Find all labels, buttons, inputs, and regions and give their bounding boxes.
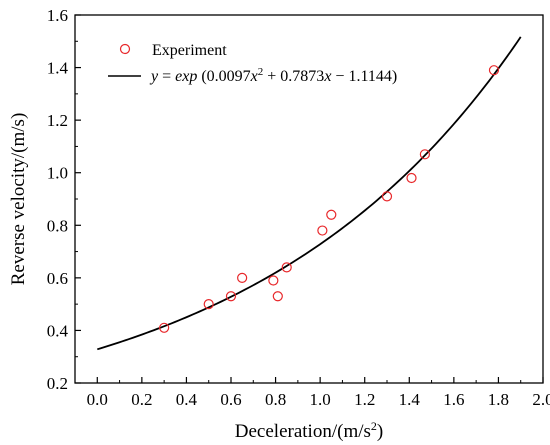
data-point xyxy=(203,299,214,310)
data-points-layer xyxy=(159,65,500,333)
y-axis-title: Reverse velocity/(m/s) xyxy=(8,113,29,286)
x-tick-label: 1.0 xyxy=(310,390,331,409)
legend: Experiment y = exp (0.0097x2 + 0.7873x −… xyxy=(108,42,397,85)
x-tick-label: 0.2 xyxy=(131,390,152,409)
axis-ticks: 0.0 0.2 0.4 0.6 0.8 1.0 1.2 1.4 1.6 1.8 2.0 0.2 0.4 0… xyxy=(47,6,550,409)
legend-experiment-marker xyxy=(119,43,131,55)
data-point xyxy=(419,149,430,160)
x-tick-label: 1.8 xyxy=(488,390,509,409)
legend-experiment-label: Experiment xyxy=(152,42,227,59)
data-point xyxy=(237,272,248,283)
x-axis-title: Deceleration/(m/s2) xyxy=(235,419,383,442)
x-tick-label: 1.6 xyxy=(443,390,464,409)
data-point xyxy=(406,172,417,184)
x-tick-label: 0.8 xyxy=(265,390,286,409)
y-tick-label: 0.2 xyxy=(47,374,68,393)
x-tick-label: 0.4 xyxy=(176,390,198,409)
data-point xyxy=(281,262,292,273)
y-tick-label: 0.4 xyxy=(47,321,69,340)
data-point xyxy=(317,225,328,236)
data-point xyxy=(326,209,337,220)
data-point xyxy=(268,275,279,286)
y-tick-label: 0.6 xyxy=(47,269,68,288)
x-tick-label: 0.0 xyxy=(87,390,108,409)
y-tick-label: 0.8 xyxy=(47,216,68,235)
data-point xyxy=(225,291,237,302)
x-tick-label: 1.4 xyxy=(399,390,421,409)
x-tick-label: 0.6 xyxy=(220,390,241,409)
data-point xyxy=(488,65,500,76)
x-tick-label: 1.2 xyxy=(354,390,375,409)
legend-fit-label: y = exp (0.0097x2 + 0.7873x − 1.1144) xyxy=(149,66,397,85)
x-tick-label: 2.0 xyxy=(532,390,550,409)
data-point xyxy=(159,322,170,333)
y-tick-label: 1.2 xyxy=(47,111,68,130)
y-tick-label: 1.4 xyxy=(47,59,69,78)
y-tick-label: 1.0 xyxy=(47,164,68,183)
data-point xyxy=(381,191,393,202)
y-tick-label: 1.6 xyxy=(47,6,68,25)
data-point xyxy=(272,291,283,302)
